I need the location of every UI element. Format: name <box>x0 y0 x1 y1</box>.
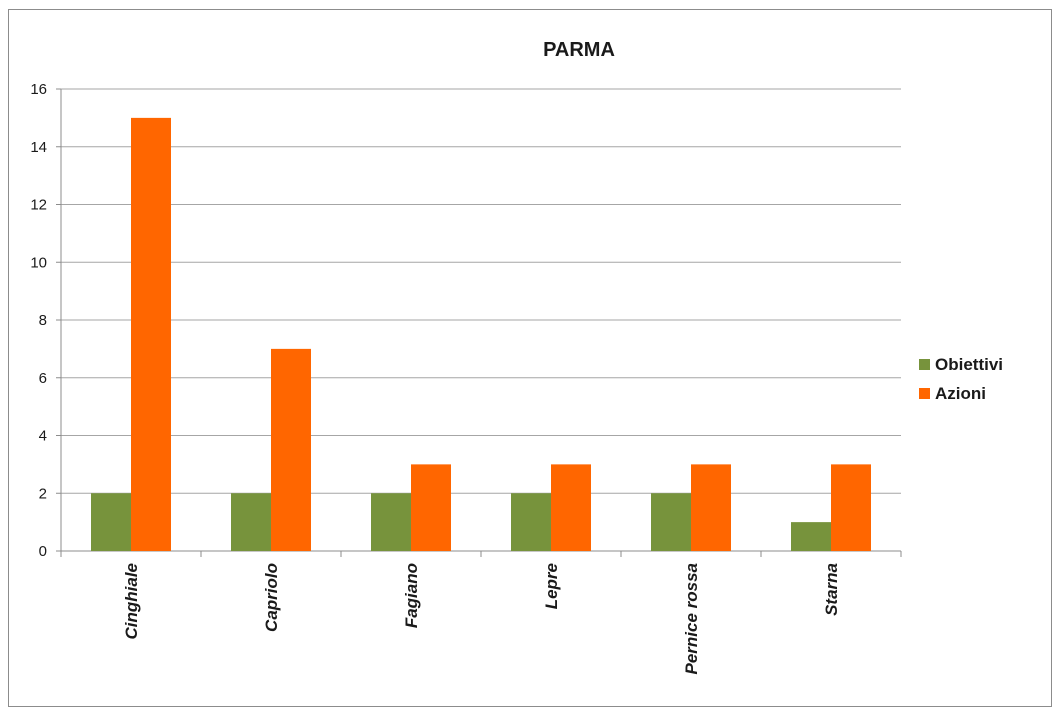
bar-obiettivi <box>231 493 271 551</box>
y-tick-label: 14 <box>30 139 47 156</box>
x-tick-label: Cinghiale <box>122 563 141 640</box>
legend: Obiettivi Azioni <box>919 355 1003 403</box>
bar-azioni <box>271 348 311 551</box>
legend-swatch <box>919 388 930 399</box>
x-tick-label: Starna <box>822 563 841 616</box>
y-axis-ticks: 0 2 4 6 8 10 12 14 16 <box>30 81 47 560</box>
grid-lines <box>61 88 901 494</box>
bar-azioni <box>831 464 871 551</box>
y-tick-label: 16 <box>30 81 47 98</box>
bar-obiettivi <box>791 522 831 551</box>
y-tick-label: 2 <box>39 485 47 502</box>
x-tick-label: Capriolo <box>262 563 281 632</box>
bar-obiettivi <box>91 493 131 551</box>
chart-frame: PARMA 0 2 4 6 8 10 12 14 16 Cinghiale Capriolo Fag… <box>8 9 1052 707</box>
x-tick-label: Pernice rossa <box>682 563 701 675</box>
x-axis-ticks: Cinghiale Capriolo Fagiano Lepre Pernice ros… <box>122 563 841 675</box>
bars <box>91 117 871 551</box>
legend-swatch <box>919 359 930 370</box>
y-tick-label: 6 <box>39 370 47 387</box>
bar-azioni <box>411 464 451 551</box>
bar-chart: PARMA 0 2 4 6 8 10 12 14 16 Cinghiale Capriolo Fag… <box>30 39 1003 675</box>
legend-label: Azioni <box>935 384 986 403</box>
y-tick-label: 0 <box>39 543 47 560</box>
bar-obiettivi <box>371 493 411 551</box>
legend-label: Obiettivi <box>935 355 1003 374</box>
bar-azioni <box>691 464 731 551</box>
bar-azioni <box>131 117 171 551</box>
x-tick-label: Lepre <box>542 563 561 609</box>
x-tick-label: Fagiano <box>402 563 421 628</box>
y-tick-label: 10 <box>30 254 47 271</box>
y-tick-label: 4 <box>39 428 47 445</box>
axes <box>56 88 902 557</box>
chart-title: PARMA <box>543 39 615 61</box>
bar-obiettivi <box>511 493 551 551</box>
y-tick-label: 8 <box>39 312 47 329</box>
bar-obiettivi <box>651 493 691 551</box>
y-tick-label: 12 <box>30 197 47 214</box>
bar-azioni <box>551 464 591 551</box>
